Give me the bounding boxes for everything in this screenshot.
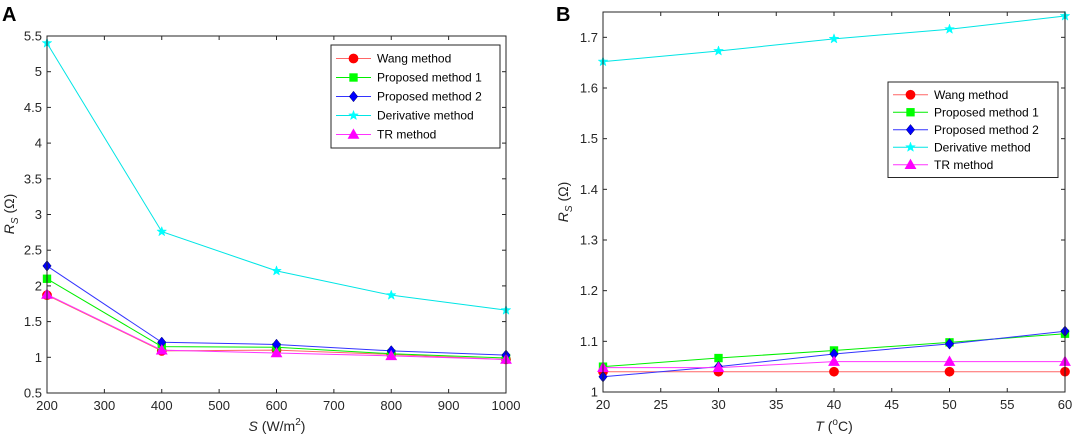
data-point-tr-method [828, 355, 840, 366]
legend-marker-derivative-method [904, 141, 917, 152]
legend-label-proposed-method-1: Proposed method 1 [377, 71, 482, 85]
data-point-tr-method [712, 361, 725, 372]
legend-marker-proposed-method-2 [905, 124, 916, 136]
y-tick-label-b: 1.4 [580, 182, 598, 197]
x-tick-label-b: 45 [885, 397, 899, 412]
panel-label-a: A [2, 4, 16, 26]
panel-a: A 200 300 400 500 600 700 800 900 1000 0.5 1 1.5 2 2.… [1, 4, 520, 434]
y-tick-label-a: 3.5 [24, 171, 42, 186]
plot-frame-a [46, 35, 507, 394]
data-point-derivative-method [156, 225, 168, 237]
y-tick-label-b: 1.1 [580, 334, 598, 349]
data-point-proposed-method-2 [944, 338, 955, 350]
y-tick-label-b: 1.7 [580, 30, 598, 45]
legend-label-proposed-method-2: Proposed method 2 [377, 90, 482, 104]
x-tick-label-b: 20 [596, 397, 610, 412]
legend-label-tr-method: TR method [934, 158, 993, 172]
data-point-tr-method [270, 346, 283, 358]
series-derivative-method-b [597, 10, 1071, 67]
legend-marker-tr-method [904, 158, 917, 170]
legend-marker-wang-method [348, 53, 359, 64]
data-point-tr-method [385, 349, 398, 361]
panel-label-b: B [556, 4, 570, 26]
x-tick-label-a: 900 [438, 398, 460, 413]
x-axis-label-b: T (oC) [815, 417, 852, 434]
plot-frame-b [602, 11, 1066, 393]
y-tick-label-a: 3 [35, 207, 42, 222]
series-wang-method-b [598, 366, 1070, 377]
legend-b: Wang method Proposed method 1 Proposed met… [887, 81, 1059, 178]
panel-b: B 20 25 30 35 40 45 50 55 60 1 1.1 1.2 1.3 1.4 1.5 1.6 1… [555, 4, 1072, 434]
y-tick-label-a: 1 [35, 350, 42, 365]
legend-marker-derivative-method [347, 109, 360, 121]
legend-label-tr-method: TR method [377, 128, 436, 142]
legend-label-derivative-method: Derivative method [934, 140, 1031, 154]
x-tick-label-a: 600 [266, 398, 288, 413]
data-point-derivative-method [828, 33, 840, 44]
y-tick-label-a: 2 [35, 278, 42, 293]
data-point-tr-method [943, 355, 956, 366]
x-tick-label-b: 35 [769, 397, 783, 412]
x-axis-label-a: S (W/m2) [249, 417, 306, 434]
legend-label-proposed-method-1: Proposed method 1 [934, 105, 1039, 119]
legend-label-wang-method: Wang method [934, 88, 1008, 102]
legend-marker-proposed-method-1 [906, 108, 915, 117]
x-tick-label-a: 1000 [492, 398, 521, 413]
x-tick-label-b: 30 [711, 397, 725, 412]
y-axis-label-a: RS (Ω) [1, 194, 21, 234]
x-tick-label-a: 500 [208, 398, 230, 413]
y-tick-label-a: 5 [35, 64, 42, 79]
legend-marker-wang-method [905, 89, 916, 100]
legend-marker-proposed-method-2 [348, 90, 359, 103]
x-tick-label-b: 25 [654, 397, 668, 412]
y-tick-label-b: 1.3 [580, 233, 598, 248]
data-point-wang-method [944, 366, 955, 377]
legend-label-derivative-method: Derivative method [377, 109, 474, 123]
data-point-wang-method [829, 366, 839, 377]
y-tick-label-a: 2.5 [24, 243, 42, 258]
y-tick-label-a: 4 [35, 136, 42, 151]
y-axis-label-b: RS (Ω) [555, 182, 575, 222]
data-point-tr-method [155, 344, 168, 355]
data-point-derivative-method [712, 45, 725, 56]
legend-label-proposed-method-2: Proposed method 2 [934, 123, 1039, 137]
legend-marker-proposed-method-1 [349, 73, 358, 82]
x-tick-label-b: 40 [827, 397, 841, 412]
x-tick-label-a: 800 [380, 398, 402, 413]
data-point-proposed-method-1 [714, 353, 723, 363]
y-tick-label-a: 4.5 [24, 100, 42, 115]
y-tick-label-b: 1 [591, 385, 598, 400]
x-tick-label-a: 400 [151, 398, 173, 413]
series-proposed-method-2-a [42, 260, 511, 361]
x-tick-label-a: 700 [323, 398, 345, 413]
data-point-derivative-method [943, 23, 956, 34]
legend-marker-tr-method [347, 128, 360, 139]
y-tick-label-a: 5.5 [24, 29, 42, 44]
y-tick-label-a: 0.5 [24, 386, 42, 401]
x-tick-label-a: 200 [36, 398, 58, 413]
legend-label-wang-method: Wang method [377, 52, 451, 66]
x-tick-label-b: 55 [1000, 397, 1014, 412]
y-tick-label-b: 1.2 [580, 283, 598, 298]
data-point-derivative-method [270, 265, 283, 276]
data-point-derivative-method [385, 289, 397, 300]
x-tick-label-a: 300 [94, 398, 116, 413]
x-tick-label-b: 60 [1058, 397, 1072, 412]
y-tick-label-b: 1.5 [580, 131, 598, 146]
y-tick-label-a: 1.5 [24, 314, 42, 329]
legend-a: Wang method Proposed method 1 Proposed met… [330, 44, 501, 149]
x-tick-label-b: 50 [942, 397, 956, 412]
y-tick-label-b: 1.6 [580, 81, 598, 96]
series-tr-method-a [41, 288, 512, 364]
